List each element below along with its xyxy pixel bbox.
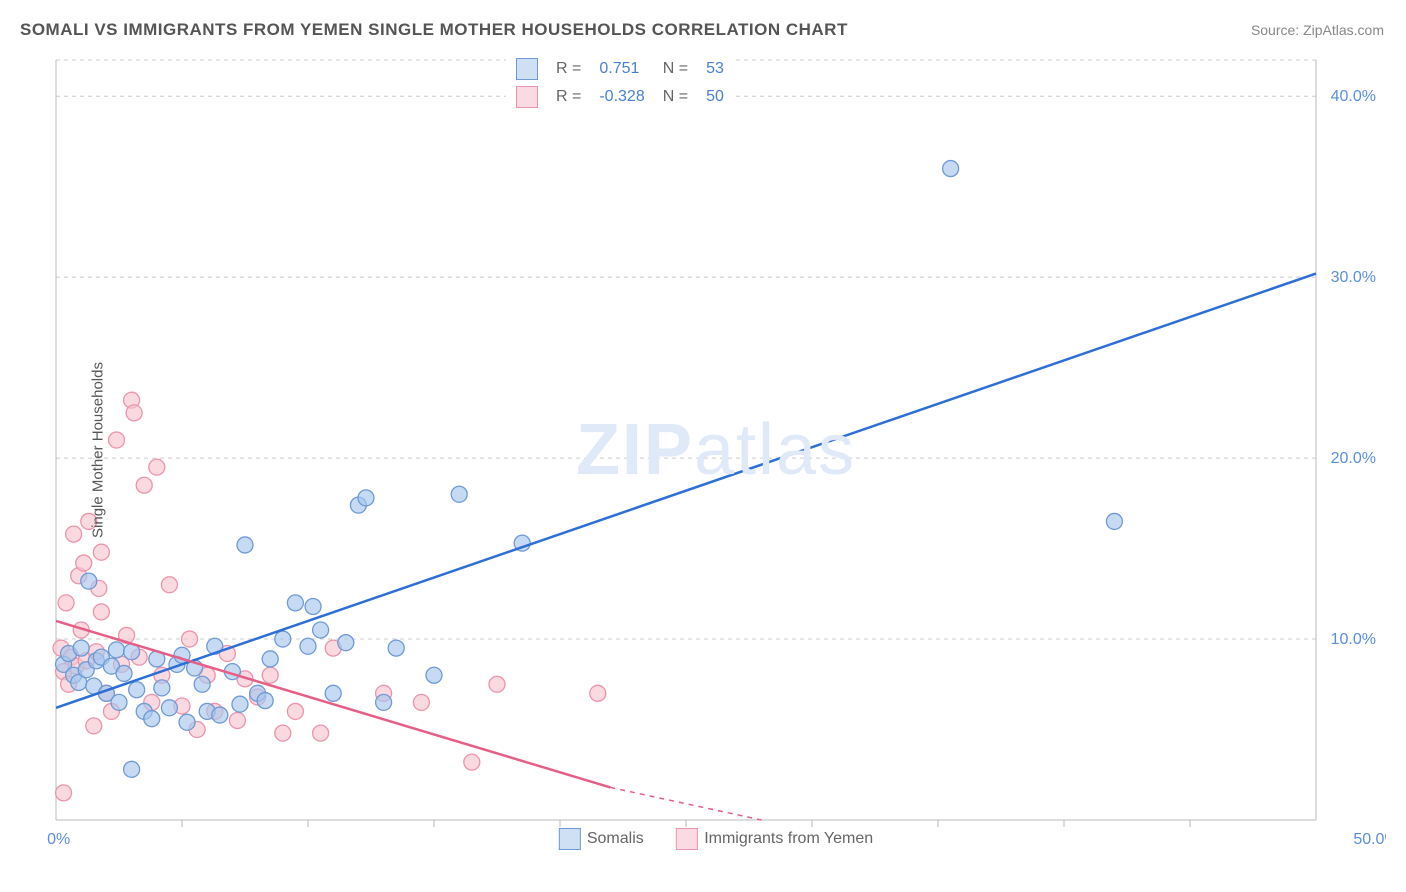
legend-label-pink: Immigrants from Yemen bbox=[704, 830, 873, 847]
n-label-blue: N = bbox=[655, 56, 696, 82]
svg-text:40.0%: 40.0% bbox=[1331, 88, 1376, 105]
svg-text:0.0%: 0.0% bbox=[46, 831, 70, 848]
source-prefix: Source: bbox=[1251, 22, 1303, 38]
legend-swatch-blue-bottom bbox=[559, 828, 581, 850]
legend-item-blue: Somalis bbox=[559, 828, 644, 850]
svg-text:50.0%: 50.0% bbox=[1353, 831, 1386, 848]
legend-swatch-blue bbox=[516, 58, 538, 80]
correlation-legend: R = 0.751 N = 53 R = -0.328 N = 50 bbox=[506, 54, 734, 112]
legend-label-blue: Somalis bbox=[587, 830, 644, 847]
legend-row-pink: R = -0.328 N = 50 bbox=[508, 84, 732, 110]
legend-row-blue: R = 0.751 N = 53 bbox=[508, 56, 732, 82]
n-value-blue: 53 bbox=[698, 56, 732, 82]
svg-text:10.0%: 10.0% bbox=[1331, 631, 1376, 648]
legend-swatch-pink bbox=[516, 86, 538, 108]
svg-text:20.0%: 20.0% bbox=[1331, 450, 1376, 467]
y-axis-label: Single Mother Households bbox=[89, 362, 106, 538]
legend-item-pink: Immigrants from Yemen bbox=[676, 828, 873, 850]
scatter-chart: 10.0% 20.0% 30.0% 40.0% 0.0% 50.0% bbox=[46, 50, 1386, 850]
n-value-pink: 50 bbox=[698, 84, 732, 110]
chart-area: Single Mother Households ZIPatlas 10.0%2… bbox=[46, 50, 1386, 850]
source-link[interactable]: ZipAtlas.com bbox=[1303, 22, 1384, 38]
r-label-pink: R = bbox=[548, 84, 589, 110]
legend-swatch-pink-bottom bbox=[676, 828, 698, 850]
r-value-blue: 0.751 bbox=[591, 56, 652, 82]
series-legend: Somalis Immigrants from Yemen bbox=[545, 828, 887, 850]
r-label-blue: R = bbox=[548, 56, 589, 82]
n-label-pink: N = bbox=[655, 84, 696, 110]
r-value-pink: -0.328 bbox=[591, 84, 652, 110]
svg-text:30.0%: 30.0% bbox=[1331, 269, 1376, 286]
source-credit: Source: ZipAtlas.com bbox=[1251, 22, 1384, 38]
chart-title: SOMALI VS IMMIGRANTS FROM YEMEN SINGLE M… bbox=[20, 20, 848, 40]
